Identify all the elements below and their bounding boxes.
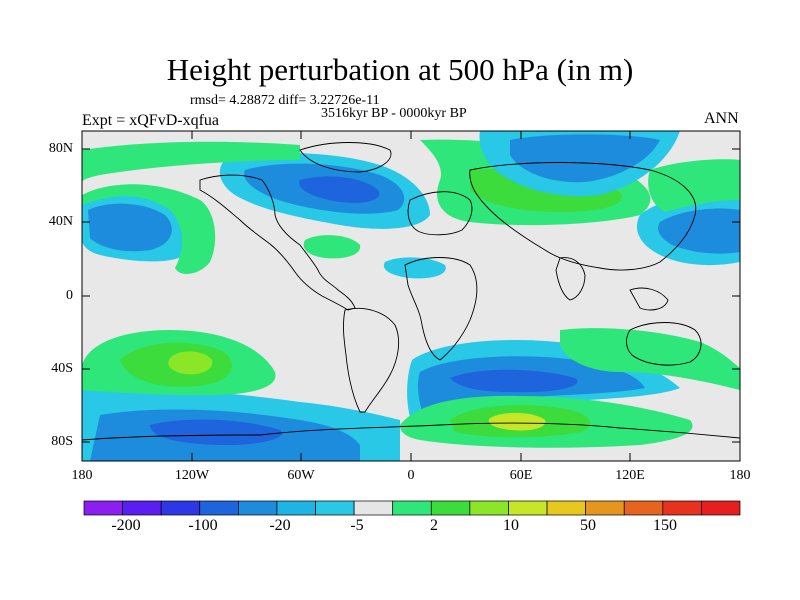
lon-label-60w: 60W [287, 468, 315, 483]
north-pacific-east-low-inner [658, 208, 740, 254]
lat-label-40n: 40N [48, 214, 73, 229]
page-title: Height perturbation at 500 hPa (in m) [166, 52, 634, 87]
colorbar-swatch [508, 500, 548, 516]
colorbar-swatch [160, 500, 201, 516]
northeast-high [648, 159, 740, 212]
lat-label-0: 0 [66, 288, 73, 303]
colorbar-swatch [662, 500, 702, 516]
lon-label-120w: 120W [174, 468, 210, 483]
lon-label-180e: 180 [729, 468, 751, 483]
south-atlantic-low-core [450, 369, 578, 393]
north-atlantic-low-core [299, 176, 380, 203]
rmsd-stats: rmsd= 4.28872 diff= 3.22726e-11 [190, 93, 380, 108]
southern-core-west [150, 419, 282, 446]
north-america-high [303, 235, 361, 259]
contour-field [82, 131, 740, 461]
colorbar-swatch [392, 500, 432, 516]
colorbar-label: 2 [430, 517, 438, 534]
colorbar-swatch [469, 500, 509, 516]
lon-label-0: 0 [407, 468, 415, 483]
colorbar-swatch [623, 500, 664, 516]
season-label: ANN [704, 110, 739, 127]
colorbar-label: -5 [350, 517, 364, 534]
equatorial-atlantic-low [383, 257, 446, 279]
colorbar-swatch [546, 500, 586, 516]
lon-label-120e: 120E [615, 468, 645, 483]
colorbar-swatch [701, 500, 741, 516]
lat-label-80s: 80S [51, 434, 73, 449]
colorbar-swatch [353, 500, 394, 516]
lon-label-60e: 60E [509, 468, 533, 483]
time-period-label: 3516kyr BP - 0000kyr BP [321, 106, 467, 121]
colorbar-label: -100 [188, 517, 218, 534]
colorbar-label: 50 [580, 517, 596, 534]
colorbar-label: -200 [111, 517, 141, 534]
colorbar-label: 10 [503, 517, 519, 534]
north-pacific-high-band [82, 184, 216, 274]
colorbar-swatch [238, 500, 278, 516]
colorbar-swatch [315, 500, 355, 516]
south-indian-band [560, 328, 740, 390]
south-pacific-high-core [168, 351, 213, 375]
colorbar-label: -20 [269, 517, 291, 534]
colorbar-swatch [430, 500, 471, 516]
colorbar-swatch [122, 500, 162, 516]
experiment-label: Expt = xQFvD-xqfua [82, 112, 220, 129]
coastlines [82, 142, 740, 441]
lat-label-40s: 40S [51, 361, 73, 376]
arctic-high [82, 141, 300, 182]
polar-low-inner [510, 134, 660, 183]
east-antarctic-high-core [488, 412, 546, 431]
colorbar-swatch [83, 500, 123, 516]
colorbar-label: 150 [653, 517, 677, 534]
colorbar-swatch [585, 500, 625, 516]
axis-ticks [81, 131, 741, 461]
colorbar-swatch [199, 500, 239, 516]
colorbar-swatch [276, 500, 316, 516]
lat-label-80n: 80N [48, 141, 73, 156]
north-pacific-west-low-inner [88, 203, 172, 252]
lon-label-180w: 180 [71, 468, 93, 483]
colorbar [83, 500, 741, 516]
